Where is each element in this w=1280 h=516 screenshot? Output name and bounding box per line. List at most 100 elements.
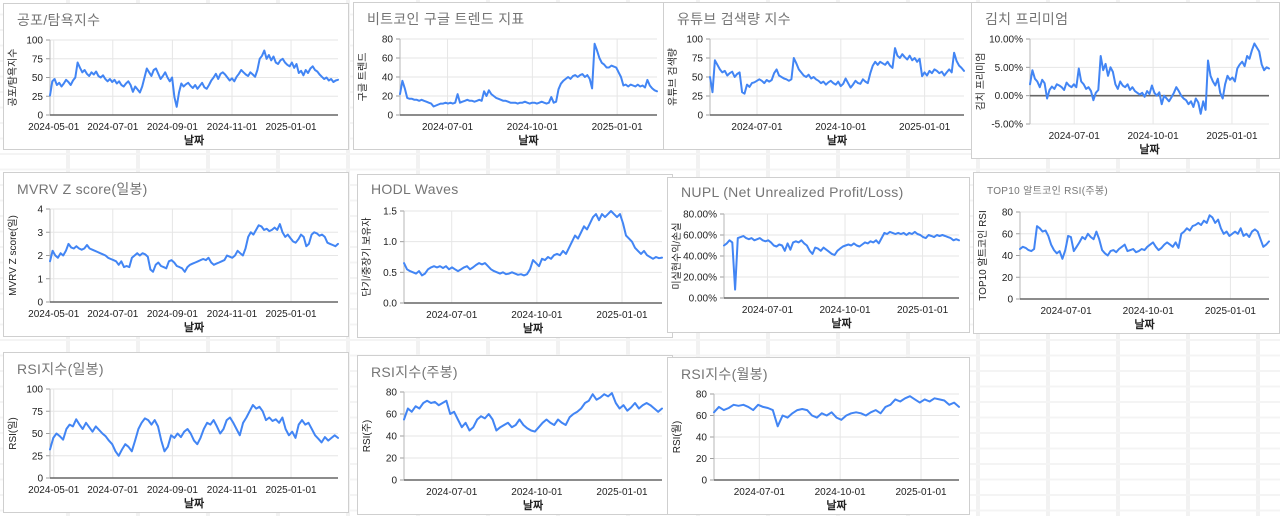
svg-text:25: 25 — [692, 92, 704, 103]
chart-card-mvrv-zscore[interactable]: MVRV Z score(일봉) 0 1 2 3 4 2024-05-01 2024-07-… — [3, 172, 349, 337]
chart-card-nupl[interactable]: NUPL (Net Unrealized Profit/Loss) 0.00% 2… — [667, 177, 970, 333]
youtube-search-plot: 0 25 50 75 100 2024-07-01 2024-10-01 2025-01-01… — [664, 31, 974, 149]
svg-text:100: 100 — [686, 35, 703, 46]
svg-text:2024-07-01: 2024-07-01 — [742, 305, 794, 316]
chart-title: RSI지수(주봉) — [371, 364, 458, 380]
svg-text:2: 2 — [37, 251, 43, 262]
svg-text:100: 100 — [26, 36, 43, 47]
svg-text:MVRV Z score(일): MVRV Z score(일) — [7, 215, 19, 296]
nupl-plot: 0.00% 20.00% 40.00% 60.00% 80.00% 2024-07-01 2… — [668, 206, 969, 332]
svg-text:2024-11-01: 2024-11-01 — [207, 485, 258, 496]
svg-text:TOP10 알트코인 RSI: TOP10 알트코인 RSI — [977, 210, 989, 301]
svg-text:0: 0 — [697, 111, 703, 122]
svg-text:3: 3 — [37, 228, 43, 239]
hodl-waves-plot: 0.0 0.5 1.0 1.5 2024-07-01 2024-10-01 2025-01-… — [358, 203, 672, 337]
chart-card-rsi-daily[interactable]: RSI지수(일봉) 0 25 50 75 100 2024-05-01 2024-07-01… — [3, 352, 349, 513]
chart-title: 김치 프리미엄 — [985, 11, 1069, 27]
chart-card-top10-altcoin-rsi[interactable]: TOP10 알트코인 RSI(주봉) 0 20 40 60 80 2024-07-01 20… — [973, 172, 1280, 334]
svg-text:RSI(월): RSI(월) — [671, 421, 683, 454]
chart-card-youtube-search[interactable]: 유튜브 검색량 지수 0 25 50 75 100 2024-07-01 2024-10-0… — [663, 2, 975, 150]
svg-text:50: 50 — [32, 429, 44, 440]
svg-text:1.0: 1.0 — [383, 237, 397, 248]
svg-text:40.00%: 40.00% — [683, 252, 717, 263]
svg-text:2024-09-01: 2024-09-01 — [147, 122, 199, 133]
plot-svg: 0 1 2 3 4 2024-05-01 2024-07-01 2024-09-01 2024-… — [7, 205, 339, 334]
chart-title: 유튜브 검색량 지수 — [677, 11, 791, 27]
svg-text:단기/중장기 보유자: 단기/중장기 보유자 — [361, 217, 373, 296]
svg-text:2024-10-01: 2024-10-01 — [1128, 131, 1180, 142]
svg-text:2025-01-01: 2025-01-01 — [897, 305, 949, 316]
svg-text:0.00%: 0.00% — [689, 294, 717, 305]
chart-card-hodl-waves[interactable]: HODL Waves 0.0 0.5 1.0 1.5 2024-07-01 2024-10… — [357, 174, 673, 338]
top10-altcoin-rsi-plot: 0 20 40 60 80 2024-07-01 2024-10-01 2025-01-01 날… — [974, 204, 1279, 333]
chart-title: NUPL (Net Unrealized Profit/Loss) — [681, 184, 904, 200]
svg-text:유튜브 검색량: 유튜브 검색량 — [667, 48, 679, 106]
svg-text:2024-10-01: 2024-10-01 — [1123, 306, 1175, 317]
chart-title: 비트코인 구글 트렌드 지표 — [367, 11, 525, 27]
svg-text:80: 80 — [1002, 208, 1014, 219]
chart-title: TOP10 알트코인 RSI(주봉) — [987, 186, 1108, 197]
svg-text:2025-01-01: 2025-01-01 — [265, 122, 317, 133]
svg-text:2024-07-01: 2024-07-01 — [87, 122, 139, 133]
svg-text:날짜: 날짜 — [523, 321, 544, 335]
svg-text:2024-07-01: 2024-07-01 — [1040, 306, 1092, 317]
svg-text:2025-01-01: 2025-01-01 — [895, 487, 947, 498]
svg-text:날짜: 날짜 — [523, 498, 544, 512]
svg-text:2024-07-01: 2024-07-01 — [87, 309, 139, 320]
svg-text:날짜: 날짜 — [184, 320, 205, 334]
svg-text:날짜: 날짜 — [826, 498, 847, 512]
svg-text:2024-07-01: 2024-07-01 — [731, 122, 783, 133]
svg-text:날짜: 날짜 — [1134, 317, 1155, 331]
chart-card-rsi-weekly[interactable]: RSI지수(주봉) 0 20 40 60 80 2024-07-01 2024-10-01 2… — [357, 355, 673, 515]
svg-text:날짜: 날짜 — [184, 496, 205, 510]
svg-text:2024-07-01: 2024-07-01 — [734, 487, 786, 498]
svg-text:미실현수익/손실: 미실현수익/손실 — [671, 222, 683, 289]
chart-title: 공포/탐욕지수 — [17, 12, 101, 28]
svg-text:2024-10-01: 2024-10-01 — [511, 487, 563, 498]
svg-text:40: 40 — [386, 432, 398, 443]
svg-text:구글 트렌드: 구글 트렌드 — [357, 53, 369, 102]
chart-card-kimchi-premium[interactable]: 김치 프리미엄 -5.00% 0.00% 5.00% 10.00% 2024-07-01… — [971, 2, 1280, 159]
svg-text:2024-10-01: 2024-10-01 — [815, 122, 867, 133]
chart-card-fear-greed-index[interactable]: 공포/탐욕지수 0 25 50 75 100 2024-05-01 2024-07-01 20… — [3, 3, 349, 150]
svg-text:20: 20 — [386, 454, 398, 465]
svg-text:100: 100 — [26, 385, 43, 396]
svg-text:25: 25 — [32, 451, 44, 462]
svg-text:날짜: 날짜 — [827, 133, 848, 147]
rsi-monthly-plot: 0 20 40 60 80 2024-07-01 2024-10-01 2025-01-01 날… — [668, 386, 969, 514]
svg-text:날짜: 날짜 — [518, 133, 539, 147]
svg-text:75: 75 — [692, 54, 704, 65]
plot-svg: -5.00% 0.00% 5.00% 10.00% 2024-07-01 2024-10-… — [975, 35, 1270, 156]
svg-text:2024-09-01: 2024-09-01 — [147, 485, 199, 496]
svg-text:60: 60 — [1002, 229, 1014, 240]
svg-text:50: 50 — [32, 73, 44, 84]
svg-text:2024-10-01: 2024-10-01 — [815, 487, 867, 498]
svg-text:날짜: 날짜 — [1139, 142, 1160, 156]
chart-card-rsi-monthly[interactable]: RSI지수(월봉) 0 20 40 60 80 2024-07-01 2024-10-01 2… — [667, 357, 970, 515]
svg-text:2024-07-01: 2024-07-01 — [422, 122, 474, 133]
plot-svg: 0 20 40 60 80 2024-07-01 2024-10-01 2025-01-01 날… — [362, 388, 663, 512]
plot-svg: 0 20 40 60 80 2024-07-01 2024-10-01 2025-01-01 날… — [357, 35, 658, 147]
svg-text:2024-07-01: 2024-07-01 — [87, 485, 139, 496]
plot-svg: 0.00% 20.00% 40.00% 60.00% 80.00% 2024-07-01 2… — [671, 210, 960, 330]
plot-svg: 0 20 40 60 80 2024-07-01 2024-10-01 2025-01-01 날… — [671, 390, 960, 512]
chart-title: RSI지수(월봉) — [681, 366, 768, 382]
svg-text:날짜: 날짜 — [831, 316, 852, 330]
svg-text:2024-10-01: 2024-10-01 — [507, 122, 559, 133]
svg-text:날짜: 날짜 — [184, 133, 205, 147]
svg-text:공포/탐욕지수: 공포/탐욕지수 — [7, 49, 19, 107]
svg-text:60: 60 — [386, 410, 398, 421]
svg-text:2024-05-01: 2024-05-01 — [28, 122, 80, 133]
svg-text:80: 80 — [386, 388, 398, 399]
svg-text:2024-09-01: 2024-09-01 — [147, 309, 199, 320]
svg-text:2025-01-01: 2025-01-01 — [596, 310, 648, 321]
svg-text:2024-07-01: 2024-07-01 — [426, 310, 478, 321]
svg-text:2025-01-01: 2025-01-01 — [265, 309, 317, 320]
svg-text:2024-11-01: 2024-11-01 — [207, 309, 258, 320]
chart-title: MVRV Z score(일봉) — [17, 181, 148, 197]
plot-svg: 0 25 50 75 100 2024-05-01 2024-07-01 2024-09-01… — [7, 385, 339, 510]
chart-title: RSI지수(일봉) — [17, 361, 104, 377]
svg-text:2024-10-01: 2024-10-01 — [511, 310, 563, 321]
chart-card-google-trends[interactable]: 비트코인 구글 트렌드 지표 0 20 40 60 80 2024-07-01 2024-1… — [353, 2, 668, 150]
